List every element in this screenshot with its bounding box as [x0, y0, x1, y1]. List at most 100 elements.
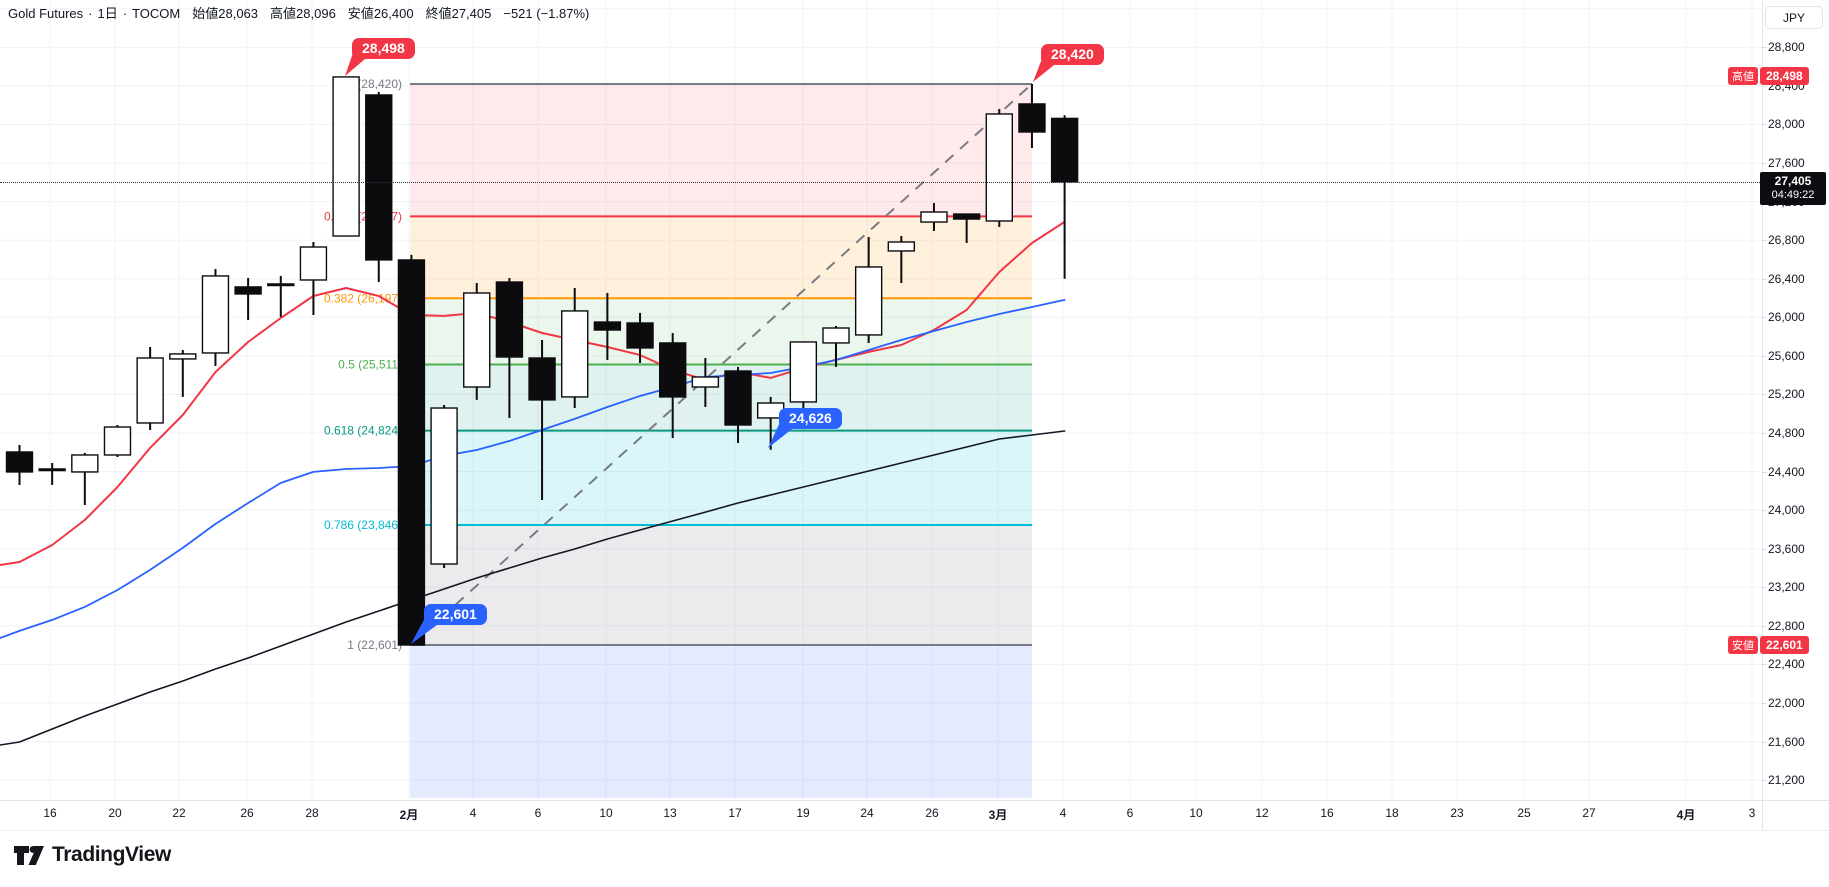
last-price-value: 27,405: [1774, 174, 1812, 189]
price-tick-mark: [1762, 240, 1767, 242]
price-tick-label: 23,600: [1768, 541, 1805, 556]
symbol-interval: 1日: [97, 6, 118, 21]
candle-body: [299, 246, 328, 281]
tradingview-logo-icon: [14, 845, 44, 865]
candle-body: [854, 266, 883, 336]
low-badge-value: 22,601: [1760, 636, 1809, 654]
price-tick-label: 26,400: [1768, 271, 1805, 286]
price-tick-mark: [1762, 741, 1767, 743]
candle-body: [952, 213, 981, 220]
last-price-line: [0, 181, 1762, 183]
symbol-exchange: TOCOM: [132, 6, 181, 21]
candle-body: [71, 454, 99, 473]
time-tick-label: 17: [728, 806, 742, 820]
candle-body: [332, 76, 360, 237]
high-badge-value: 28,498: [1760, 67, 1809, 86]
candle-body: [691, 376, 720, 388]
price-tick-label: 22,000: [1768, 695, 1805, 710]
price-chart-pane[interactable]: 0 (28,420)0.236 (27,047)0.382 (26,197)0.…: [0, 0, 1762, 800]
price-tick-mark: [1762, 471, 1767, 473]
callout-high-28420[interactable]: 28,420: [1041, 44, 1104, 65]
fib-band: [410, 364, 1032, 431]
price-tick-mark: [1762, 432, 1767, 434]
last-price-time: 04:49:22: [1771, 188, 1815, 201]
price-tick-mark: [1762, 317, 1767, 319]
time-month-label: 2月: [399, 808, 419, 822]
fib-level-label: 0.5 (25,511): [338, 357, 402, 371]
price-tick-label: 23,200: [1768, 580, 1805, 595]
callout-high-28498[interactable]: 28,498: [352, 38, 415, 59]
time-tick-label: 20: [108, 806, 122, 820]
candle-body: [397, 259, 426, 646]
fib-level-label: 0.786 (23,846): [324, 518, 402, 532]
candle-body: [201, 275, 230, 354]
price-tick-mark: [1762, 702, 1767, 704]
candle-body: [789, 341, 818, 403]
bottom-separator: [0, 830, 1829, 831]
time-tick-label: 16: [1320, 806, 1334, 820]
tradingview-logo[interactable]: TradingView: [13, 843, 171, 867]
price-tick-label: 25,600: [1768, 348, 1805, 363]
candle-body: [1050, 117, 1079, 183]
tradingview-logo-text: TradingView: [52, 843, 171, 866]
price-tick-mark: [1762, 780, 1767, 782]
symbol-title: Gold Futures: [8, 6, 84, 21]
price-tick-label: 27,600: [1768, 156, 1805, 171]
time-tick-label: 4: [469, 806, 477, 820]
symbol-legend[interactable]: Gold Futures · 1日 · TOCOM 始値28,063 高値28,096 安値2…: [8, 3, 589, 22]
candle-body: [985, 113, 1013, 222]
price-tick-mark: [1762, 163, 1767, 165]
candle-body: [561, 310, 589, 398]
candle-body: [920, 211, 948, 223]
ma-slow-black: [0, 430, 1066, 746]
price-tick-mark: [1762, 510, 1767, 512]
last-price-badge: 27,405 04:49:22: [1760, 171, 1826, 205]
price-tick-mark: [1762, 355, 1767, 357]
candle-body: [430, 407, 458, 565]
candle-body: [169, 353, 197, 360]
fib-level-label: 0.618 (24,824): [324, 424, 402, 438]
close-value: 27,405: [451, 6, 492, 21]
callout-low-22601[interactable]: 22,601: [424, 604, 487, 625]
price-tick-label: 24,000: [1768, 503, 1805, 518]
low-badge-tag: 安値: [1728, 636, 1758, 654]
price-tick-label: 24,400: [1768, 464, 1805, 479]
fib-level-label: 0.382 (26,197): [324, 291, 402, 305]
candle-body: [822, 327, 850, 344]
high-price-badge: 高値 28,498: [1728, 67, 1809, 86]
candle-body: [267, 283, 295, 287]
time-axis-border: [0, 800, 1829, 801]
price-tick-mark: [1762, 664, 1767, 666]
price-tick-mark: [1762, 124, 1767, 126]
candle-body: [38, 468, 66, 472]
time-tick-label: 18: [1385, 806, 1399, 820]
fib-band: [410, 430, 1032, 525]
time-tick-label: 10: [599, 806, 613, 820]
time-tick-label: 3: [1748, 806, 1756, 820]
high-value: 28,096: [296, 6, 336, 21]
price-axis-border: [1762, 0, 1763, 830]
candle-body: [887, 241, 916, 252]
currency-button[interactable]: JPY: [1765, 6, 1823, 29]
time-tick-label: 10: [1189, 806, 1203, 820]
candle-body: [136, 357, 164, 424]
candle-body: [103, 426, 132, 456]
price-tick-mark: [1762, 85, 1767, 87]
candle-body: [5, 451, 34, 473]
time-tick-label: 22: [172, 806, 186, 820]
time-tick-label: 6: [534, 806, 542, 820]
price-tick-label: 22,400: [1768, 657, 1805, 672]
callout-low-24626[interactable]: 24,626: [779, 408, 842, 429]
candle-body: [234, 286, 262, 295]
time-tick-label: 4: [1059, 806, 1067, 820]
price-tick-label: 21,200: [1768, 773, 1805, 788]
fib-level-label: 1 (22,601): [347, 638, 402, 652]
time-tick-label: 25: [1517, 806, 1531, 820]
price-tick-mark: [1762, 394, 1767, 396]
time-tick-label: 28: [305, 806, 319, 820]
time-month-label: 3月: [988, 808, 1008, 822]
price-tick-label: 26,800: [1768, 233, 1805, 248]
time-tick-label: 24: [860, 806, 874, 820]
price-tick-label: 25,200: [1768, 387, 1805, 402]
